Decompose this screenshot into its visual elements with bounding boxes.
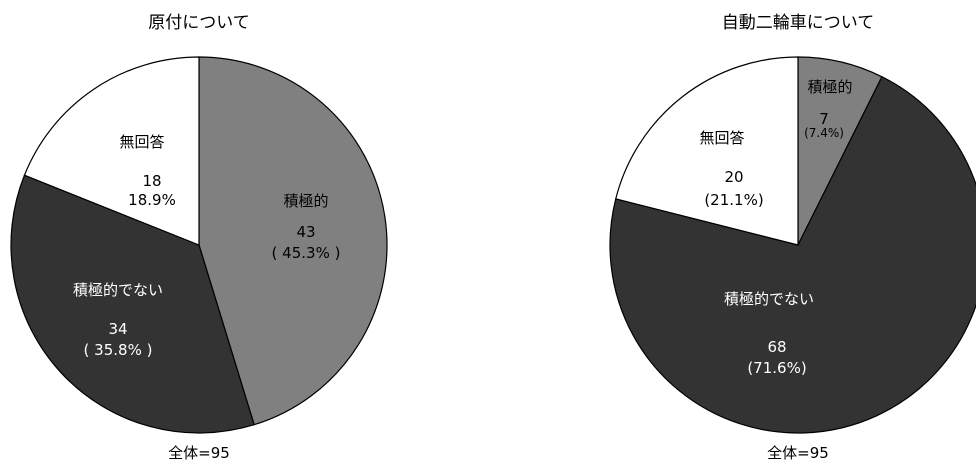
chart-2-labels: 積極的 7 (7.4%) 積極的でない 68 (71.6%) 無回答 20 (2…: [699, 78, 852, 377]
chart-1-slice-1-name: 積極的: [283, 192, 328, 210]
chart-2-pie: [609, 56, 976, 434]
chart-1-slice-2-name: 積極的でない: [73, 281, 163, 299]
chart-1-labels: 積極的 43 ( 45.3% ) 積極的でない 34 ( 35.8% ) 無回答…: [73, 133, 340, 359]
chart-2-slice-2-name: 積極的でない: [724, 290, 814, 308]
chart-2-slice-2-value: 68: [767, 338, 786, 356]
chart-2-slice-1-percent: (7.4%): [804, 126, 844, 140]
chart-2-slice-1-name: 積極的: [807, 78, 852, 96]
chart-1-slice-3-value: 18: [142, 172, 161, 190]
chart-1-title: 原付について: [148, 13, 250, 33]
chart-1-slice-1-percent: ( 45.3% ): [272, 244, 341, 262]
chart-2-title: 自動二輪車について: [722, 13, 875, 33]
chart-1-slice-2-percent: ( 35.8% ): [84, 341, 153, 359]
chart-2-slice-3: [615, 56, 799, 246]
chart-2-slice-3-value: 20: [724, 168, 743, 186]
chart-2-total-label: 全体=95: [767, 444, 829, 462]
chart-1-slice-3: [23, 56, 200, 246]
chart-2-slice-3-percent: (21.1%): [704, 191, 763, 209]
chart-1-slice-3-name: 無回答: [119, 133, 164, 151]
chart-1-slice-2-value: 34: [108, 320, 127, 338]
chart-2-slice-1-value: 7: [819, 110, 829, 128]
chart-1-slice-3-percent: 18.9%: [128, 191, 176, 209]
chart-1-pie: [10, 56, 388, 434]
chart-1-slice-1: [198, 56, 388, 426]
chart-1-slice-1-value: 43: [296, 223, 315, 241]
chart-2-slice-3-name: 無回答: [699, 129, 744, 147]
chart-1-slice-2: [10, 174, 255, 434]
chart-1-total-label: 全体=95: [168, 444, 230, 462]
chart-2-slice-2-percent: (71.6%): [747, 359, 806, 377]
chart-2-slice-2: [609, 75, 976, 434]
